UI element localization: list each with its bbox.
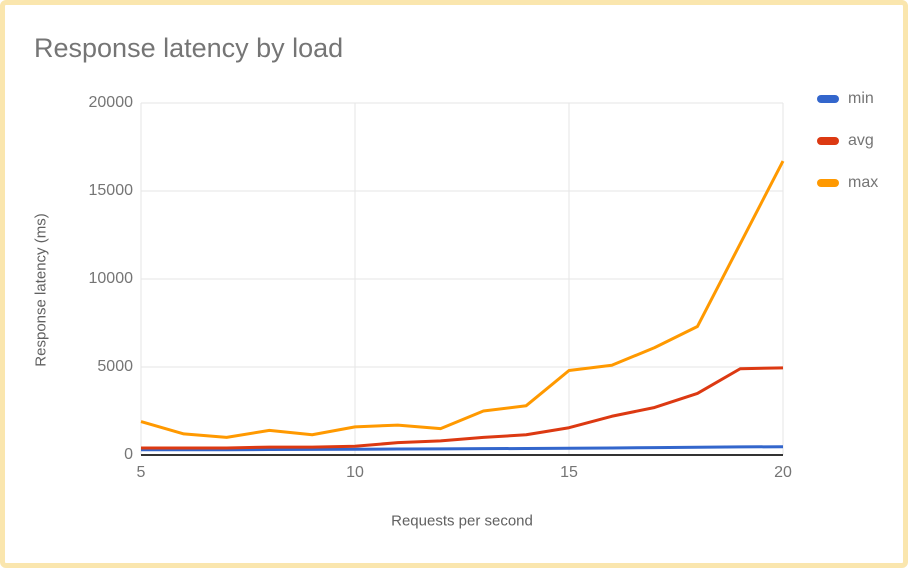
series-line-avg (141, 366, 784, 450)
legend-label-avg: avg (848, 132, 874, 149)
legend-swatch-max (817, 179, 839, 187)
y-axis-title: Response latency (ms) (32, 213, 50, 367)
legend-item-avg: avg (817, 132, 874, 150)
x-axis-tick-label: 10 (346, 464, 364, 481)
series-line-min (141, 445, 784, 452)
legend-swatch-avg (817, 137, 839, 145)
y-axis-tick-label: 0 (124, 446, 133, 463)
x-axis-tick-label: 5 (136, 464, 146, 481)
y-axis-tick-label: 5000 (97, 358, 133, 375)
legend-item-min: min (817, 90, 874, 108)
legend-label-max: max (848, 174, 879, 191)
legend-label-min: min (848, 90, 874, 107)
legend-swatch-min (817, 95, 839, 103)
chart-title: Response latency by load (34, 33, 344, 63)
y-axis-tick-label: 10000 (88, 270, 134, 287)
x-axis-title: Requests per second (391, 512, 533, 530)
series-line-max (140, 160, 785, 439)
x-axis-tick-label: 15 (560, 464, 578, 481)
y-axis-tick-label: 15000 (88, 182, 134, 199)
legend-item-max: max (817, 174, 878, 192)
y-axis-tick-label: 20000 (88, 94, 134, 111)
x-axis-tick-label: 20 (774, 464, 792, 481)
